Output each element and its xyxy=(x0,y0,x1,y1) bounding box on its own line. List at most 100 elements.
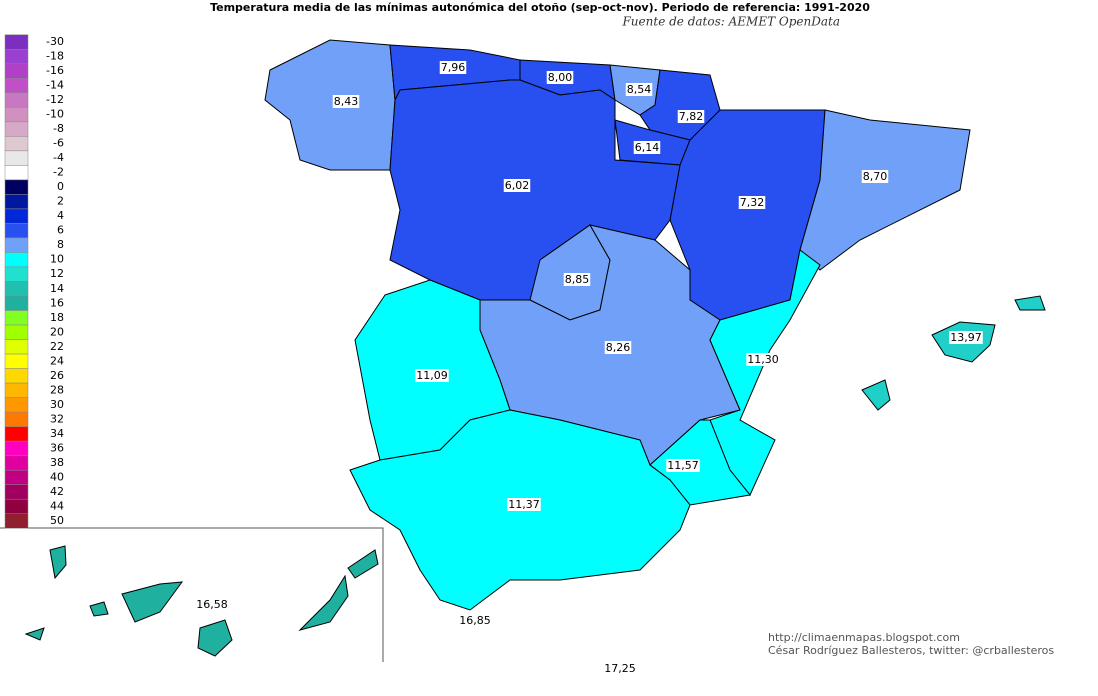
legend-label: 16 xyxy=(50,296,64,309)
label-background xyxy=(861,170,889,183)
legend-label: 8 xyxy=(57,238,64,251)
canarias xyxy=(24,545,379,657)
legend-label: 6 xyxy=(57,224,64,237)
legend-swatch xyxy=(4,237,29,253)
label-background xyxy=(503,179,531,192)
legend-label: -14 xyxy=(46,79,64,92)
label-background xyxy=(677,110,705,123)
region-value: 8,00 xyxy=(548,71,573,84)
legend-swatch xyxy=(4,208,29,224)
legend-swatch xyxy=(4,440,29,456)
legend-swatch xyxy=(4,513,29,529)
legend-label: 10 xyxy=(50,253,64,266)
legend-swatch xyxy=(4,339,29,355)
legend-swatch xyxy=(4,266,29,282)
legend-label: 14 xyxy=(50,282,64,295)
region-value: 13,97 xyxy=(950,331,982,344)
region-value: 11,09 xyxy=(416,369,448,382)
region-value: 6,02 xyxy=(505,179,530,192)
legend-swatch xyxy=(4,498,29,514)
legend-label: 4 xyxy=(57,209,64,222)
legend-swatch xyxy=(4,165,29,181)
legend-swatch xyxy=(4,63,29,79)
legend-swatch xyxy=(4,194,29,210)
legend-swatch xyxy=(4,136,29,152)
label-background xyxy=(738,196,766,209)
region-value: 11,30 xyxy=(747,353,779,366)
credit-author: César Rodríguez Ballesteros, twitter: @c… xyxy=(768,644,1054,657)
legend-label: -10 xyxy=(46,108,64,121)
label-background xyxy=(507,498,541,511)
legend-swatch xyxy=(4,223,29,239)
legend-swatch xyxy=(4,368,29,384)
legend-swatch xyxy=(4,469,29,485)
legend-swatch xyxy=(4,310,29,326)
legend-swatch xyxy=(4,179,29,195)
legend-swatch xyxy=(4,484,29,500)
legend-label: 34 xyxy=(50,427,64,440)
legend-swatch xyxy=(4,455,29,471)
legend-swatch xyxy=(4,78,29,94)
legend-label: -6 xyxy=(53,137,64,150)
region-value: 8,85 xyxy=(565,273,590,286)
legend-swatch xyxy=(4,150,29,166)
legend-label: 18 xyxy=(50,311,64,324)
legend-label: 0 xyxy=(57,180,64,193)
legend-swatch xyxy=(4,92,29,108)
legend-label: -2 xyxy=(53,166,64,179)
legend-swatch xyxy=(4,49,29,65)
region-value: 8,43 xyxy=(334,95,359,108)
legend-label: 20 xyxy=(50,325,64,338)
label-background xyxy=(415,369,449,382)
legend-label: -4 xyxy=(53,151,64,164)
region-value: 7,96 xyxy=(441,61,466,74)
legend-swatch xyxy=(4,295,29,311)
legend-label: 28 xyxy=(50,383,64,396)
region-value: 8,54 xyxy=(627,83,652,96)
label-background xyxy=(633,141,661,154)
legend-label: 26 xyxy=(50,369,64,382)
source: Fuente de datos: AEMET OpenData xyxy=(621,15,840,29)
region-value: 17,25 xyxy=(604,662,636,675)
legend-swatch xyxy=(4,281,29,297)
legend-label: 38 xyxy=(50,456,64,469)
baleares xyxy=(861,295,1046,411)
region-value: 11,37 xyxy=(508,498,540,511)
legend-swatch xyxy=(4,397,29,413)
legend-label: 50 xyxy=(50,514,64,527)
region-value: 7,32 xyxy=(740,196,765,209)
legend-label: 32 xyxy=(50,412,64,425)
label-background xyxy=(625,83,653,96)
region-value: 8,26 xyxy=(606,341,631,354)
label-background xyxy=(332,95,360,108)
region-value: 8,70 xyxy=(863,170,888,183)
legend-label: 22 xyxy=(50,340,64,353)
regions xyxy=(24,39,1046,657)
legend-label: 40 xyxy=(50,470,64,483)
legend-swatch xyxy=(4,353,29,369)
region-value: 7,82 xyxy=(679,110,704,123)
legend-label: 2 xyxy=(57,195,64,208)
legend-swatch xyxy=(4,34,29,50)
legend-swatch xyxy=(4,121,29,137)
legend-label: -16 xyxy=(46,64,64,77)
label-background xyxy=(546,71,574,84)
inset-frame xyxy=(0,527,384,662)
legend-swatch xyxy=(4,426,29,442)
legend-swatch xyxy=(4,107,29,123)
legend-label: -8 xyxy=(53,122,64,135)
legend-label: 42 xyxy=(50,485,64,498)
legend-label: -12 xyxy=(46,93,64,106)
legend-swatch xyxy=(4,324,29,340)
legend-label: -30 xyxy=(46,35,64,48)
region-value: 11,57 xyxy=(667,459,699,472)
region-value: 16,58 xyxy=(196,598,228,611)
label-background xyxy=(604,341,632,354)
title: Temperatura media de las mínimas autonóm… xyxy=(210,1,870,14)
legend-label: 30 xyxy=(50,398,64,411)
credit-url: http://climaenmapas.blogspot.com xyxy=(768,631,960,644)
legend-swatch xyxy=(4,382,29,398)
legend-label: 12 xyxy=(50,267,64,280)
